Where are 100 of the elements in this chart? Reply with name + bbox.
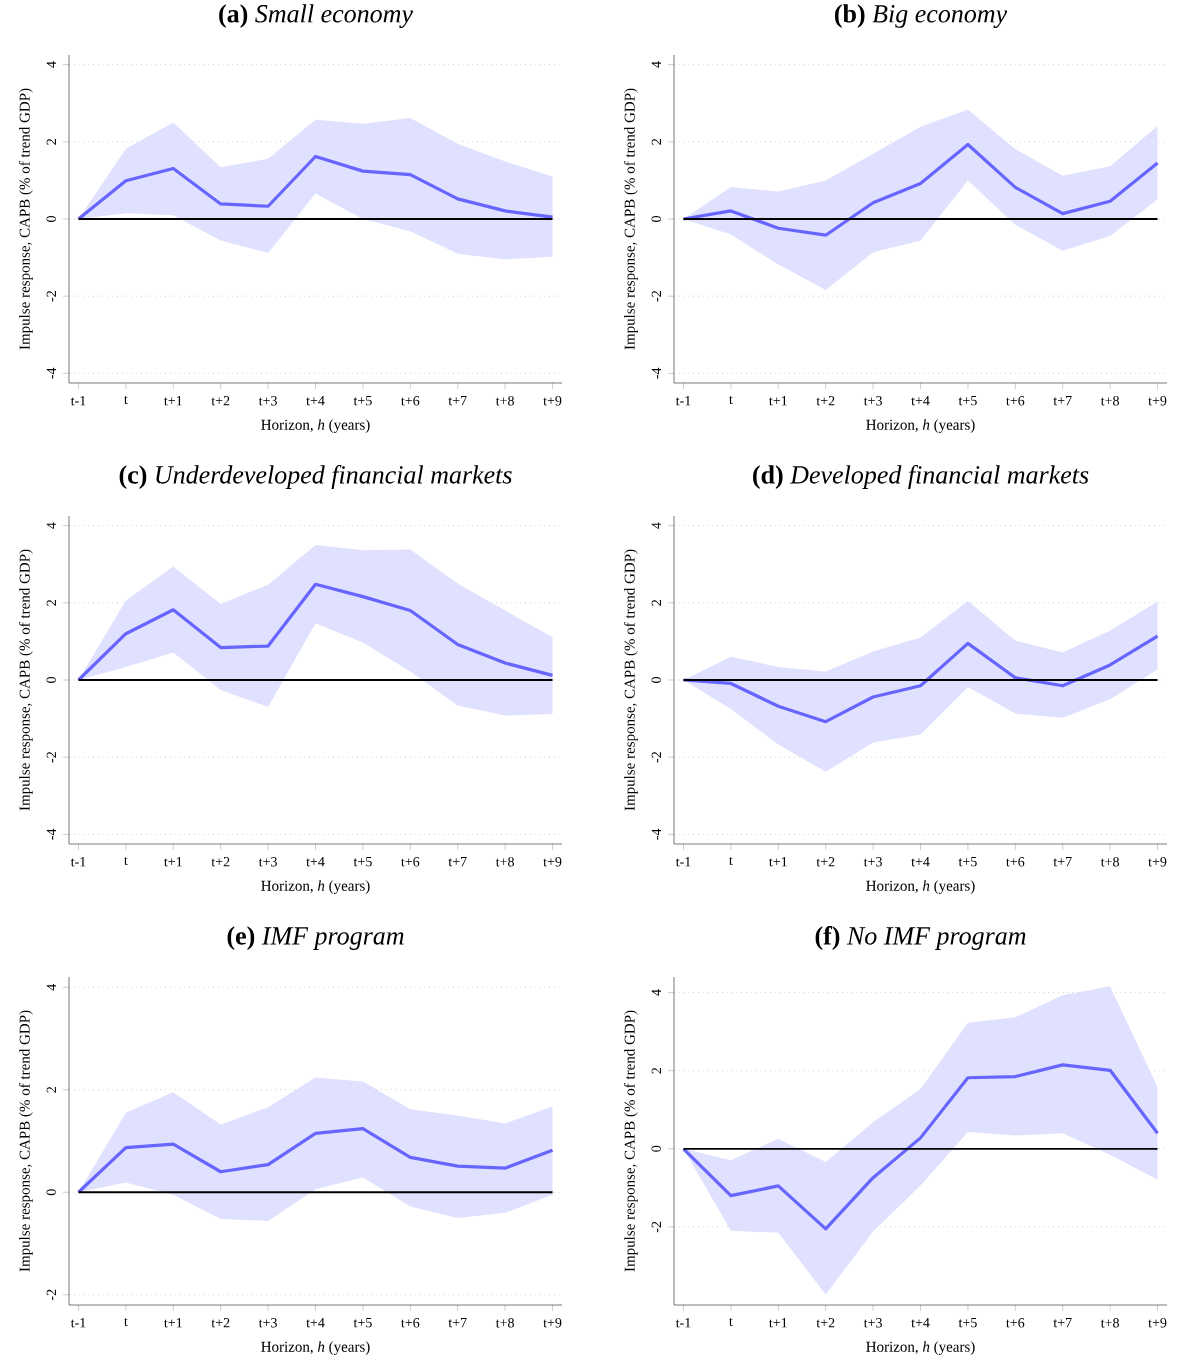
chart-title: (f) No IMF program [815,926,1026,950]
x-tick-label: t+9 [1148,396,1167,406]
x-axis-title: Horizon, h (years) [866,419,975,433]
chart-title: (d) Developed financial markets [753,465,1089,489]
x-tick-label: t+9 [543,1318,562,1328]
y-tick-label: 0 [46,216,56,222]
x-tick-label: t-1 [70,857,86,867]
chart-title: (e) IMF program [227,926,404,950]
y-tick-label: -4 [46,367,56,379]
x-tick-label: t+6 [401,857,420,867]
x-tick-label: t+9 [1148,857,1167,867]
x-tick-label: t-1 [70,1318,86,1328]
y-tick-label: -2 [46,1289,56,1301]
line-series [681,142,1160,237]
x-tick-label: t+1 [769,396,787,406]
x-tick-label: t+4 [306,857,325,867]
x-tick-label: t+4 [911,857,930,867]
line-series [76,582,555,682]
y-tick-label: 2 [46,1087,56,1093]
x-tick-label: t+9 [543,857,562,867]
x-tick-label: t+7 [448,396,467,406]
x-tick-label: t [729,857,733,866]
x-tick-label: t+2 [816,1318,835,1328]
x-axis-title: Horizon, h (years) [261,419,370,433]
y-tick-label: 4 [46,61,56,68]
x-tick-label: t+3 [258,396,277,406]
x-tick-label: t+1 [164,1318,182,1328]
y-tick-label: 2 [651,1068,661,1074]
y-tick-label: -4 [651,367,661,379]
y-tick-label: -4 [46,828,56,840]
x-axis-title: Horizon, h (years) [261,1341,370,1355]
y-axis-title: Impulse response, CAPB (% of trend GDP) [624,549,638,811]
x-tick-label: t [729,396,733,405]
x-tick-label: t+6 [401,1318,420,1328]
x-tick-label: t+9 [543,396,562,406]
x-tick-label: t+7 [448,857,467,867]
x-tick-label: t+5 [353,396,372,406]
x-tick-label: t+3 [863,1318,882,1328]
x-tick-label: t+1 [769,857,787,867]
x-tick-label: t [124,1318,128,1327]
x-tick-label: t+6 [1006,396,1025,406]
x-tick-label: t+5 [353,857,372,867]
y-tick-label: 0 [651,216,661,222]
y-tick-label: 0 [651,677,661,683]
x-tick-label: t+8 [1100,1318,1119,1328]
y-tick-label: 2 [651,600,661,606]
x-tick-label: t+4 [306,1318,325,1328]
x-tick-label: t+1 [769,1318,787,1328]
y-tick-label: -2 [651,752,661,763]
x-tick-label: t [124,396,128,405]
line-series [76,154,555,221]
x-tick-label: t+2 [816,857,835,867]
x-tick-label: t+9 [1148,1318,1167,1328]
x-tick-label: t+3 [258,857,277,867]
y-tick-label: 4 [651,989,661,996]
line-series [681,634,1160,724]
x-tick-label: t+7 [1053,1318,1072,1328]
x-tick-label: t+2 [211,857,230,867]
line-series [76,1127,555,1194]
y-tick-label: 2 [46,600,56,606]
y-axis-title: Impulse response, CAPB (% of trend GDP) [18,1010,33,1272]
y-axis-title: Impulse response, CAPB (% of trend GDP) [18,88,33,350]
x-axis-title: Horizon, h (years) [866,880,975,894]
y-tick-label: 2 [651,139,661,145]
chart-title: (b) Big economy [834,4,1008,28]
line-series [681,1063,1160,1231]
chart-title: (c) Underdeveloped financial markets [119,465,512,489]
x-tick-label: t+8 [1100,396,1119,406]
x-tick-label: t+5 [958,396,977,406]
x-tick-label: t [729,1318,733,1327]
x-tick-label: t+8 [495,857,514,867]
x-tick-label: t-1 [675,857,691,867]
x-tick-label: t+7 [1053,396,1072,406]
x-tick-label: t-1 [70,396,86,406]
y-tick-label: -4 [651,828,661,840]
x-tick-label: t+8 [495,1318,514,1328]
x-tick-label: t+2 [211,396,230,406]
x-tick-label: t+4 [911,396,930,406]
y-tick-label: 0 [46,677,56,683]
y-tick-label: 4 [651,522,661,529]
y-tick-label: 0 [651,1145,661,1152]
x-tick-label: t-1 [675,396,691,406]
x-tick-label: t+3 [863,396,882,406]
x-tick-label: t-1 [675,1318,691,1328]
y-tick-label: 0 [46,1189,56,1196]
x-tick-label: t+2 [816,396,835,406]
x-tick-label: t+4 [911,1318,930,1328]
y-tick-label: -2 [651,291,661,302]
x-tick-label: t+4 [306,396,325,406]
x-tick-label: t+5 [958,857,977,867]
x-tick-label: t+8 [1100,857,1119,867]
x-tick-label: t [124,857,128,866]
y-axis-title: Impulse response, CAPB (% of trend GDP) [624,88,638,350]
x-tick-label: t+5 [353,1318,372,1328]
x-tick-label: t+7 [1053,857,1072,867]
y-tick-label: 4 [651,61,661,68]
y-tick-label: 4 [46,983,56,991]
x-axis-title: Horizon, h (years) [261,880,370,894]
y-tick-label: 2 [46,139,56,145]
x-axis-title: Horizon, h (years) [866,1341,975,1355]
